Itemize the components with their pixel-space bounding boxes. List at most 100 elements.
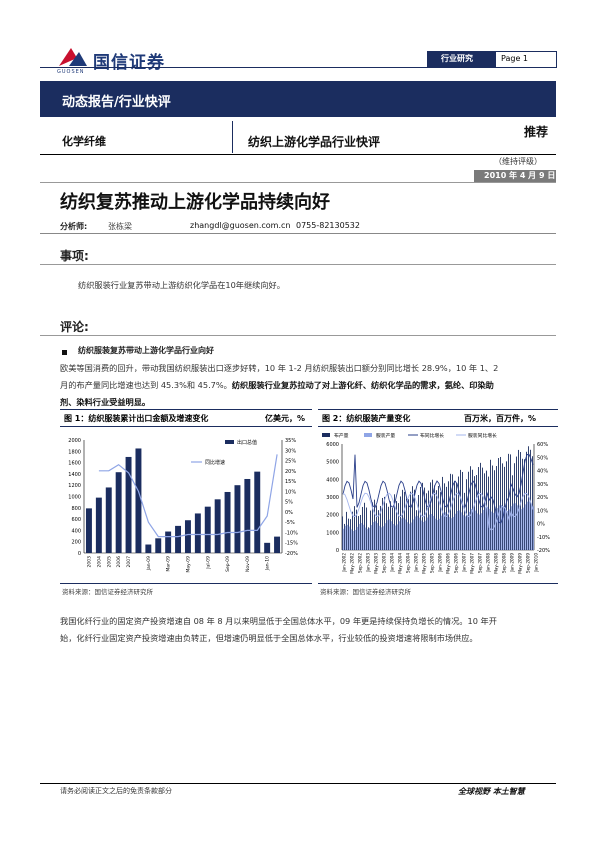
chart2-legend-cloth-swatch bbox=[322, 433, 330, 437]
chart2-bar-garment bbox=[478, 514, 480, 550]
chart2-bar-garment bbox=[490, 511, 492, 550]
chart2-bar-garment bbox=[368, 528, 370, 550]
chart2-bar-garment bbox=[394, 525, 396, 550]
chart1-bar bbox=[165, 531, 172, 553]
chart2-bar-garment bbox=[504, 509, 506, 550]
chart2-bar-garment bbox=[430, 514, 432, 550]
chart2-line-garment-growth bbox=[342, 492, 534, 531]
date-box: 2010 年 4 月 9 日 bbox=[474, 170, 556, 182]
chart1-legend-bar-swatch bbox=[225, 440, 234, 444]
banner-title: 动态报告/行业快评 bbox=[62, 95, 171, 110]
analyst-label: 分析师: bbox=[60, 222, 88, 231]
chart2-bar-cloth bbox=[362, 506, 363, 550]
chart2-bar-cloth bbox=[430, 482, 431, 550]
chart2-bar-garment bbox=[468, 511, 470, 550]
chart1-bar bbox=[85, 508, 92, 553]
chart2-bar-garment bbox=[482, 509, 484, 550]
footer-rule bbox=[40, 783, 556, 784]
chart2-bar-cloth bbox=[398, 503, 399, 550]
chart2-bar-garment bbox=[410, 522, 412, 550]
chart2-ytick-left: 6000 bbox=[326, 442, 339, 448]
chart2-bar-cloth bbox=[394, 494, 395, 550]
chart2-ytick-right: 30% bbox=[537, 482, 548, 488]
chart1: 0 200 400 600 800 1000 1200 1400 1600 1800 2000 -20… bbox=[68, 438, 298, 573]
logo-en: GUOSEN bbox=[57, 69, 85, 75]
chart1-title-bar: 图 1：纺织服装累计出口金额及增速变化 亿美元，% bbox=[60, 409, 312, 427]
chart2-bar-garment bbox=[360, 523, 362, 550]
chart1-bar bbox=[115, 472, 122, 553]
analyst-email[interactable]: zhangdl@guosen.com.cn bbox=[190, 221, 291, 230]
para2-line1: 我国化纤行业的固定资产投资增速自 08 年 8 月以来明显低于全国总体水平，09… bbox=[60, 616, 497, 626]
chart1-bar bbox=[274, 536, 281, 553]
chart2-bar-cloth bbox=[368, 527, 369, 550]
comment-para2: 我国化纤行业的固定资产投资增速自 08 年 8 月以来明显低于全国总体水平，09… bbox=[60, 613, 560, 647]
chart2-bar-cloth bbox=[510, 454, 511, 550]
chart2-bar-cloth bbox=[500, 456, 501, 550]
chart2-xtick: May-2007 bbox=[470, 553, 475, 574]
chart2-legend-cloth-label: 布产量 bbox=[334, 432, 349, 439]
chart2-bar-cloth bbox=[370, 510, 371, 550]
sector: 化学纤维 bbox=[62, 135, 106, 148]
chart1-ytick-left: 2000 bbox=[68, 438, 81, 444]
chart1-bar bbox=[184, 520, 191, 553]
chart2-bar-garment bbox=[408, 523, 410, 550]
chart2-bar-cloth bbox=[512, 475, 513, 550]
chart1-xtick: Sep-09 bbox=[225, 556, 231, 572]
chart2-xtick: Jan-2009 bbox=[510, 553, 515, 573]
para1-line1: 欧美等国消费的回升，带动我国纺织服装出口逐步好转，10 年 1-2 月纺织服装出… bbox=[60, 363, 499, 373]
chart2-bar-cloth bbox=[506, 461, 507, 550]
chart1-title: 图 1：纺织服装累计出口金额及增速变化 bbox=[64, 414, 209, 423]
chart2-bar-garment bbox=[370, 525, 372, 550]
header-rule bbox=[40, 67, 556, 68]
chart2-xtick: May-2004 bbox=[398, 553, 403, 574]
chart2-xtick: Jan-2007 bbox=[462, 553, 467, 573]
chart2-ytick-left: 5000 bbox=[326, 460, 339, 466]
chart1-ytick-left: 800 bbox=[71, 506, 81, 512]
chart2-bar-cloth bbox=[366, 507, 367, 550]
logo: 国信证券 GUOSEN bbox=[55, 42, 195, 78]
chart2-bar-cloth bbox=[392, 507, 393, 550]
chart2-bar-garment bbox=[366, 529, 368, 550]
chart2-bar-cloth bbox=[532, 456, 533, 550]
chart2-ytick-left: 0 bbox=[336, 548, 339, 554]
chart2-bar-garment bbox=[508, 509, 510, 550]
chart2-bar-garment bbox=[462, 515, 464, 550]
chart1-bar bbox=[194, 513, 201, 553]
chart2-bar-garment bbox=[446, 514, 448, 550]
chart2-bar-cloth bbox=[516, 456, 517, 550]
chart2-bar-garment bbox=[444, 512, 446, 550]
chart2-bar-cloth bbox=[526, 451, 527, 550]
chart2-bar-cloth bbox=[344, 523, 345, 550]
chart2-bar-garment bbox=[382, 526, 384, 550]
chart2-bar-garment bbox=[448, 516, 450, 550]
chart2-bar-cloth bbox=[380, 505, 381, 550]
chart2-xtick: Sep-2002 bbox=[358, 553, 363, 573]
chart2-bar-garment bbox=[456, 510, 458, 550]
chart1-ytick-right: 30% bbox=[285, 448, 296, 454]
chart2-title: 图 2：纺织服装产量变化 bbox=[322, 414, 411, 423]
footer-disclaimer: 请务必阅读正文之后的免责条款部分 bbox=[60, 787, 172, 795]
chart2-xtick: May-2005 bbox=[422, 553, 427, 574]
chart2-bar-cloth bbox=[352, 511, 353, 550]
chart2-xtick: May-2003 bbox=[374, 553, 379, 574]
comment-rule bbox=[40, 335, 556, 336]
chart1-ytick-right: -10% bbox=[285, 530, 298, 536]
chart2-bar-cloth bbox=[508, 453, 509, 550]
chart1-bar bbox=[204, 506, 211, 553]
chart2-bar-cloth bbox=[490, 459, 491, 550]
chart2-bar-cloth bbox=[348, 518, 349, 550]
chart2-xtick: Jan-2005 bbox=[414, 553, 419, 573]
subheader-rule bbox=[40, 154, 556, 155]
chart2-ytick-left: 2000 bbox=[326, 513, 339, 519]
analyst-name: 张栋梁 bbox=[108, 222, 132, 231]
chart1-xtick: Jul-09 bbox=[205, 556, 211, 570]
chart2-bar-garment bbox=[464, 516, 466, 550]
chart1-ytick-left: 1800 bbox=[68, 449, 81, 455]
chart2-bar-cloth bbox=[470, 466, 471, 550]
chart1-bar bbox=[175, 525, 182, 553]
chart2-bar-garment bbox=[344, 525, 346, 550]
chart2-bar-cloth bbox=[342, 516, 343, 550]
chart2-bar-cloth bbox=[460, 469, 461, 550]
chart2-bar-garment bbox=[460, 512, 462, 550]
chart2-bar-garment bbox=[524, 504, 526, 550]
